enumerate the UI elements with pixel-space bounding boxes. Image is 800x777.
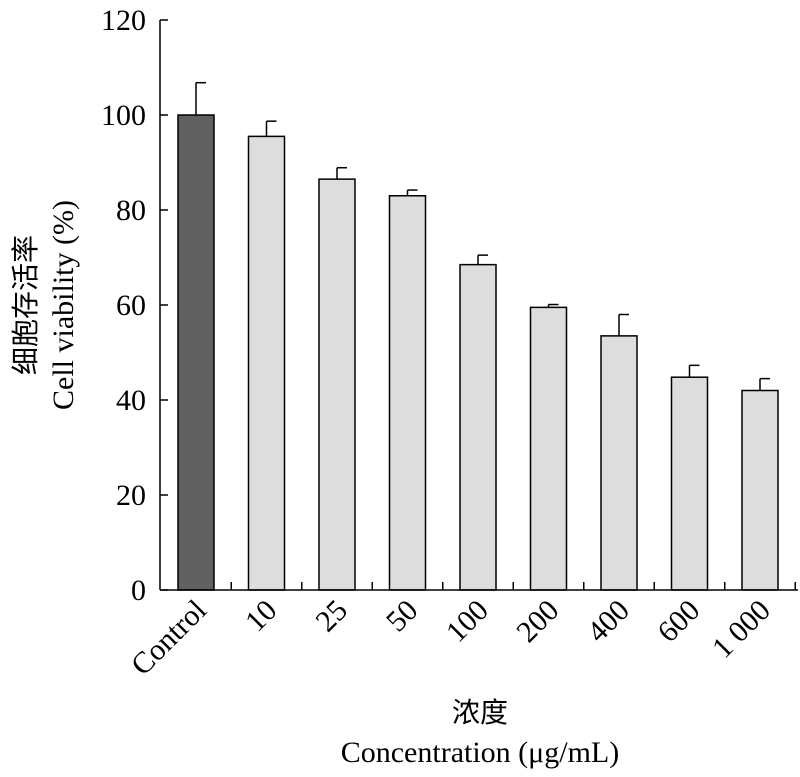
bar bbox=[600, 335, 638, 591]
y-tick-label: 100 bbox=[101, 99, 146, 132]
x-tick-label: 600 bbox=[651, 594, 706, 649]
y-tick-label: 120 bbox=[101, 4, 146, 37]
y-tick-label: 20 bbox=[116, 479, 146, 512]
bar bbox=[318, 178, 356, 591]
x-tick-label: 10 bbox=[239, 594, 284, 639]
x-tick-label: 100 bbox=[440, 594, 495, 649]
y-tick-label: 0 bbox=[131, 574, 146, 607]
x-tick-label: 1 000 bbox=[706, 594, 777, 665]
y-tick-label: 60 bbox=[116, 289, 146, 322]
bar bbox=[459, 263, 497, 591]
bars-group bbox=[177, 114, 779, 591]
bar bbox=[388, 195, 427, 591]
bar bbox=[670, 376, 709, 591]
y-tick-label: 40 bbox=[116, 384, 146, 417]
y-ticks-group: 0 20 40 60 80 100 120 bbox=[101, 4, 168, 607]
bar bbox=[247, 135, 286, 591]
error-bars-group bbox=[195, 81, 770, 391]
x-tick-label: 25 bbox=[309, 594, 354, 639]
bar bbox=[741, 389, 779, 591]
x-tick-label: 200 bbox=[510, 594, 565, 649]
y-axis-label-en: Cell viability (%) bbox=[47, 200, 80, 410]
bar bbox=[529, 306, 568, 591]
x-tick-label: 400 bbox=[581, 594, 636, 649]
x-ticks-group: Control 10 25 50 100 200 400 600 1 000 bbox=[125, 582, 796, 682]
y-axis-label-cn: 细胞存活率 bbox=[10, 235, 42, 375]
x-tick-label: 50 bbox=[380, 594, 425, 639]
x-axis-label-cn: 浓度 bbox=[452, 697, 508, 729]
y-tick-label: 80 bbox=[116, 194, 146, 227]
x-axis-label-en: Concentration (μg/mL) bbox=[341, 736, 620, 769]
bar bbox=[177, 114, 215, 591]
